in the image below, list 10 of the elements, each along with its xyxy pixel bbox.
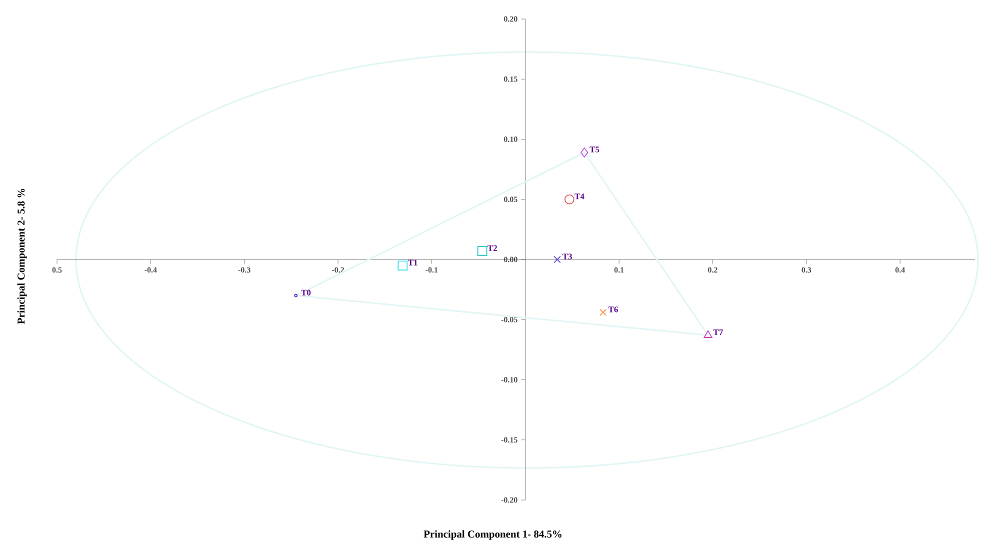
series-label: T2 [488,245,497,251]
series-label: T0 [301,290,311,296]
series-label: T3 [562,254,572,260]
series-label: T6 [608,306,618,312]
y-axis-title: Principal Component 2- 5.8 % [17,188,27,324]
series-label: T7 [713,330,723,336]
x-axis-title: Principal Component 1- 84.5% [424,530,562,540]
series-label: T4 [574,194,584,200]
series-label: T5 [590,146,600,152]
series-label: T1 [408,260,418,266]
